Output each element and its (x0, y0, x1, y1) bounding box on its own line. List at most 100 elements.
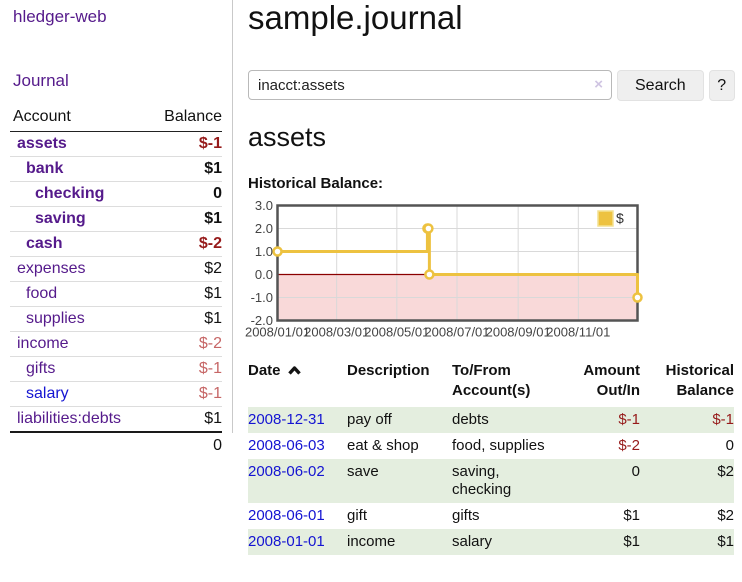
register-row: 2008-06-03 eat & shop food, supplies $-2 0 (248, 433, 734, 459)
chart-data-point[interactable] (272, 246, 283, 257)
account-balance: $-1 (146, 131, 222, 157)
account-balance-table: Account Balance assets $-1 bank $1 checking 0… (10, 106, 222, 459)
register-accounts-cell: debts (452, 411, 489, 428)
account-link[interactable]: saving (35, 210, 86, 227)
account-name-cell: saving (10, 206, 147, 232)
account-row: assets $-1 (10, 131, 222, 157)
chart-data-point[interactable] (423, 223, 434, 234)
account-name-cell: food (10, 281, 147, 307)
register-description-cell: income (347, 533, 396, 550)
chart-data-point[interactable] (632, 292, 643, 303)
y-axis-tick-label: -2.0 (251, 313, 273, 328)
sidebar-nav: Journal (13, 71, 69, 91)
sidebar: hledger-web Journal Account Balance asse… (0, 0, 233, 459)
account-row: food $1 (10, 281, 222, 307)
account-row: supplies $1 (10, 306, 222, 332)
register-balance-cell: $1 (717, 533, 734, 550)
historical-balance-chart[interactable]: $3.0 2.0 1.0 0.0 -1.0 -2.0 2008/01/01 2008/03/0… (245, 198, 643, 344)
register-header-row: Date Description To/From Account(s) Amou… (248, 361, 734, 407)
register-date-cell: 2008-12-31 (248, 407, 347, 433)
account-balance: $-1 (146, 381, 222, 407)
account-name-cell: supplies (10, 306, 147, 332)
account-link[interactable]: bank (26, 160, 64, 177)
search-button[interactable]: Search (617, 70, 704, 101)
search-form: × Search ? (248, 70, 735, 101)
account-balance: $-1 (146, 356, 222, 382)
account-row: saving $1 (10, 206, 222, 232)
account-name-cell: assets (10, 131, 147, 157)
account-name-cell: income (10, 331, 147, 357)
register-amount-cell: 0 (631, 463, 640, 480)
transaction-date-link[interactable]: 2008-06-03 (248, 437, 325, 454)
account-row: income $-2 (10, 331, 222, 357)
account-link[interactable]: income (17, 335, 69, 352)
account-balance: $-2 (146, 231, 222, 257)
account-link[interactable]: liabilities:debts (17, 410, 122, 427)
nav-journal-link[interactable]: Journal (13, 71, 69, 90)
chart-data-point[interactable] (424, 269, 435, 280)
account-link[interactable]: supplies (26, 310, 85, 327)
register-table: Date Description To/From Account(s) Amou… (248, 361, 734, 555)
register-description-cell: gift (347, 507, 368, 524)
account-link[interactable]: food (26, 285, 58, 302)
account-name-cell: gifts (10, 356, 147, 382)
register-col-accounts: To/From Account(s) (452, 362, 531, 399)
account-balance: $1 (146, 306, 222, 332)
x-axis-tick-label: 2008/05/01 (364, 325, 429, 340)
y-axis-tick-label: -1.0 (251, 290, 273, 305)
account-link[interactable]: checking (35, 185, 105, 202)
y-axis-tick-label: 3.0 (255, 198, 273, 213)
register-date-cell: 2008-06-01 (248, 503, 347, 529)
register-accounts-cell: gifts (452, 507, 480, 524)
account-name-cell: cash (10, 231, 147, 257)
y-axis-tick-label: 0.0 (255, 267, 273, 282)
account-row: gifts $-1 (10, 356, 222, 382)
date-column-label: Date (248, 362, 281, 379)
clear-search-icon[interactable]: × (594, 76, 603, 93)
app-title: hledger-web (13, 7, 107, 27)
help-button[interactable]: ? (708, 70, 735, 101)
x-axis-tick-label: 2008/01/01 (245, 325, 310, 340)
transaction-date-link[interactable]: 2008-06-02 (248, 463, 325, 480)
account-link[interactable]: assets (17, 135, 67, 152)
sort-ascending-icon (287, 366, 301, 375)
search-input-wrapper: × (248, 70, 612, 100)
account-name-cell: expenses (10, 256, 147, 282)
register-date-cell: 2008-01-01 (248, 529, 347, 555)
register-row: 2008-06-02 save saving, checking 0 $2 (248, 459, 734, 503)
transaction-date-link[interactable]: 2008-12-31 (248, 411, 325, 428)
register-col-balance: Historical Balance (665, 362, 734, 399)
register-amount-cell: $-1 (618, 411, 640, 428)
register-accounts-cell: salary (452, 533, 493, 550)
transaction-date-link[interactable]: 2008-06-01 (248, 507, 325, 524)
x-axis-tick-label: 2008/11/01 (546, 325, 610, 340)
accounts-total-row: 0 (10, 431, 222, 459)
search-input[interactable] (248, 70, 612, 100)
account-row: liabilities:debts $1 (10, 407, 222, 433)
app-title-link[interactable]: hledger-web (13, 7, 107, 26)
chart-border (276, 204, 639, 322)
account-link[interactable]: salary (26, 385, 69, 402)
register-balance-cell: 0 (725, 437, 734, 454)
account-row: salary $-1 (10, 381, 222, 407)
account-name-cell: liabilities:debts (10, 407, 147, 433)
register-row: 2008-01-01 income salary $1 $1 (248, 529, 734, 555)
account-link[interactable]: cash (26, 235, 63, 252)
register-col-amount: Amount Out/In (583, 362, 640, 399)
register-balance-cell: $-1 (712, 411, 734, 428)
account-link[interactable]: gifts (26, 360, 56, 377)
chart-canvas[interactable]: $3.0 2.0 1.0 0.0 -1.0 -2.02008/01/012008/03/0… (245, 198, 643, 342)
x-axis-tick-label: 2008/03/01 (304, 325, 369, 340)
account-row: expenses $2 (10, 256, 222, 282)
register-balance-cell: $2 (717, 463, 734, 480)
account-table-header: Account Balance (10, 106, 222, 132)
account-name-cell: salary (10, 381, 147, 407)
register-row: 2008-12-31 pay off debts $-1 $-1 (248, 407, 734, 433)
legend-swatch (597, 210, 614, 227)
chart-title: Historical Balance: (248, 175, 384, 192)
register-amount-cell: $1 (623, 507, 640, 524)
register-col-description: Description (347, 362, 430, 379)
transaction-date-link[interactable]: 2008-01-01 (248, 533, 325, 550)
account-link[interactable]: expenses (17, 260, 86, 277)
